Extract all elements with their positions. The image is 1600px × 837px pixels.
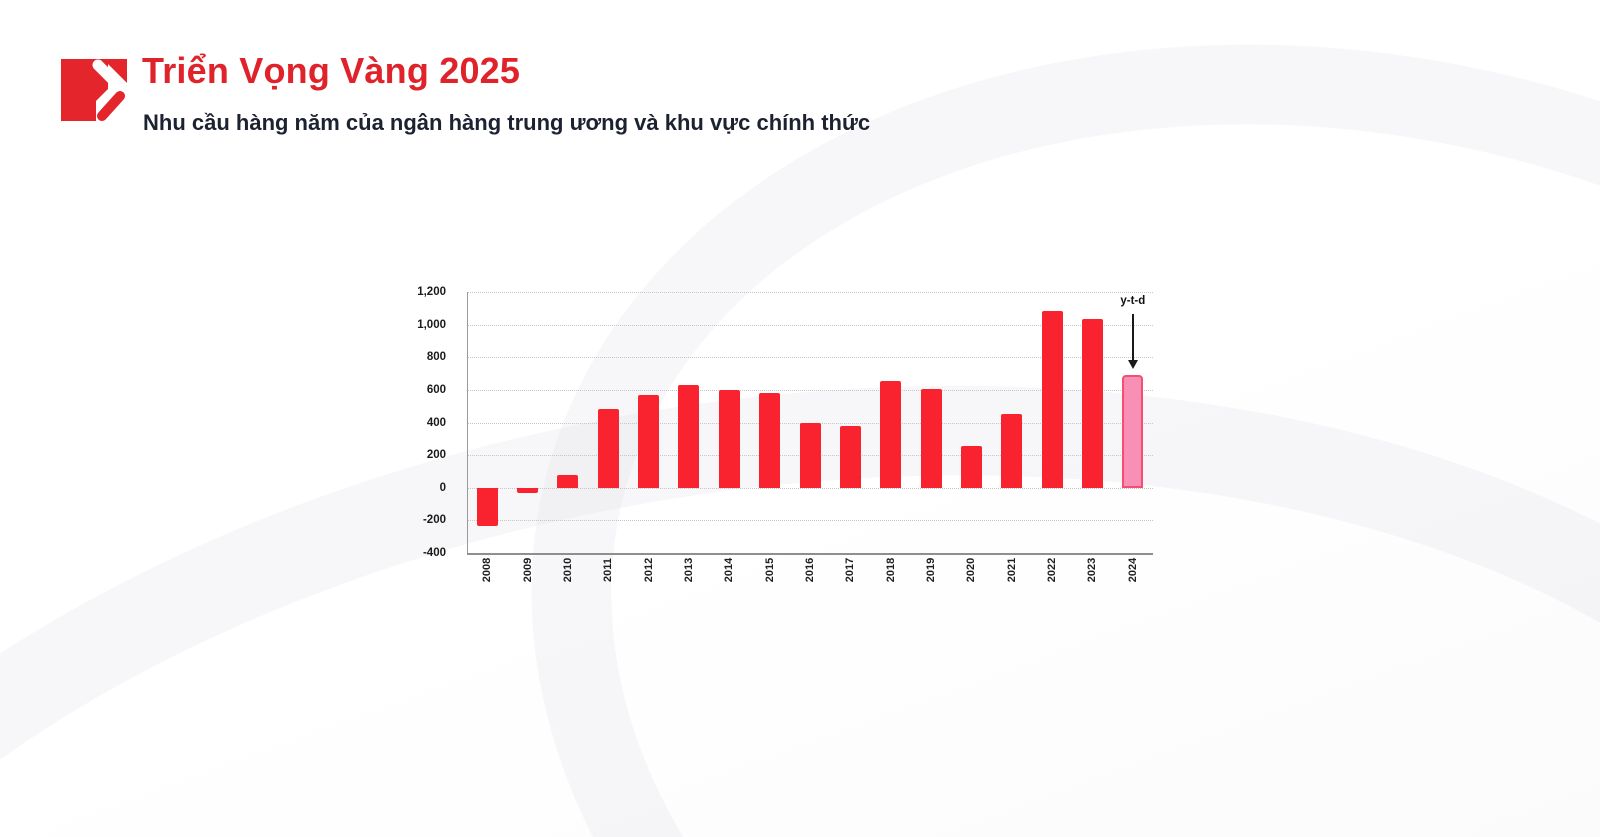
x-axis-label-2011: 2011	[602, 558, 615, 582]
gridline	[467, 292, 1153, 293]
x-axis-label-2013: 2013	[682, 557, 695, 583]
x-axis-label-2019: 2019	[925, 557, 938, 583]
ytd-annotation-label: y-t-d	[1120, 295, 1146, 307]
bar-2014	[718, 389, 740, 488]
y-axis-tick-label: 800	[426, 351, 446, 364]
bar-2015	[759, 393, 781, 488]
x-axis-label-2018: 2018	[884, 557, 897, 583]
bar-2013	[678, 385, 700, 488]
x-axis-label-2012: 2012	[642, 557, 655, 583]
x-axis-label-2020: 2020	[965, 557, 978, 583]
y-axis-line	[467, 292, 468, 553]
chart-subtitle: Nhu cầu hàng năm của ngân hàng trung ươn…	[143, 110, 871, 135]
page-title: Triển Vọng Vàng 2025	[142, 50, 521, 91]
x-axis-label-2015: 2015	[763, 557, 776, 583]
ytd-arrow-head	[1127, 360, 1138, 369]
gridline	[467, 487, 1153, 489]
x-axis-label-2017: 2017	[844, 557, 857, 583]
bar-2023	[1081, 318, 1103, 488]
bar-2020	[960, 446, 982, 488]
bar-2018	[880, 380, 902, 488]
x-axis-label-2016: 2016	[804, 557, 816, 583]
x-axis-label-2008: 2008	[481, 557, 494, 583]
x-axis-label-2021: 2021	[1005, 557, 1018, 583]
gridline	[467, 520, 1153, 522]
y-axis-tick-label: 0	[439, 481, 446, 494]
x-axis-label-2024: 2024	[1126, 557, 1139, 583]
x-axis-label-2014: 2014	[723, 557, 736, 583]
bar-2008	[476, 487, 498, 527]
bar-2022	[1041, 311, 1063, 488]
bar-2016	[799, 423, 821, 488]
y-axis-tick-label: -200	[422, 514, 446, 527]
y-axis-tick-label: 1,000	[417, 318, 446, 331]
gridline	[467, 324, 1153, 326]
gridline	[467, 389, 1153, 391]
bar-2011	[597, 409, 619, 488]
bar-2012	[638, 394, 660, 488]
bar-2021	[1001, 414, 1023, 488]
x-axis-line	[467, 553, 1153, 555]
ytd-arrow-line	[1131, 314, 1134, 360]
bar-2010	[557, 475, 579, 488]
brand-logo	[61, 59, 133, 123]
x-axis-label-2022: 2022	[1046, 557, 1059, 583]
red-square-chevron-icon	[61, 59, 127, 121]
bar-2024	[1122, 374, 1144, 488]
bar-2019	[920, 389, 942, 488]
gridline	[467, 422, 1153, 424]
x-axis-label-2010: 2010	[561, 557, 574, 583]
y-axis-tick-label: 600	[426, 383, 446, 396]
y-axis-tick-label: 1,200	[417, 286, 446, 298]
x-axis-label-2009: 2009	[521, 557, 534, 583]
x-axis-label-2023: 2023	[1086, 557, 1099, 583]
y-axis-tick-label: 200	[426, 449, 446, 462]
gridline	[467, 357, 1153, 359]
y-axis-tick-label: -400	[422, 547, 446, 559]
y-axis-tick-label: 400	[426, 416, 446, 429]
bar-2017	[839, 425, 861, 488]
bar-2009	[517, 487, 539, 494]
